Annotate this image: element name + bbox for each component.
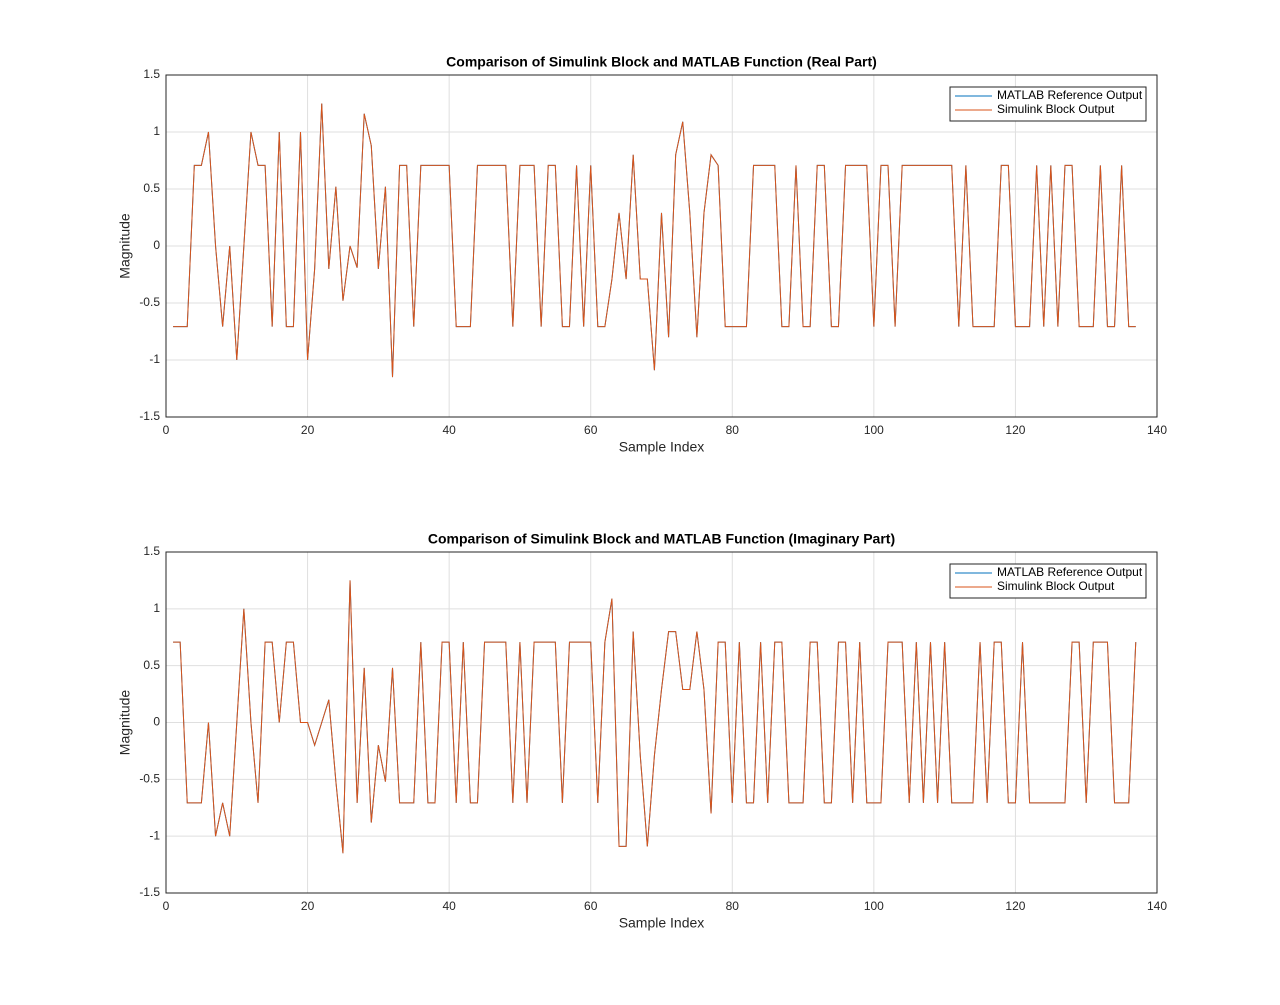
axes-box xyxy=(165,551,1158,894)
legend-box xyxy=(949,563,1147,599)
x-tick-label: 100 xyxy=(864,899,884,913)
data-line xyxy=(173,580,1137,854)
y-tick-label: -1 xyxy=(149,352,160,366)
x-tick-label: 20 xyxy=(301,423,315,437)
x-tick-label: 100 xyxy=(864,423,884,437)
data-line xyxy=(173,103,1136,378)
chart-title: Comparison of Simulink Block and MATLAB … xyxy=(446,54,877,70)
y-tick-label: 1.5 xyxy=(143,544,160,558)
x-tick-label: 80 xyxy=(726,899,740,913)
y-tick-label: 0.5 xyxy=(143,181,160,195)
y-tick-label: 1 xyxy=(153,601,160,615)
legend-label: MATLAB Reference Output xyxy=(997,565,1143,579)
chart-title: Comparison of Simulink Block and MATLAB … xyxy=(428,531,895,547)
x-tick-label: 40 xyxy=(442,423,456,437)
y-tick-label: 1 xyxy=(153,124,160,138)
x-tick-label: 120 xyxy=(1005,423,1025,437)
x-tick-label: 120 xyxy=(1005,899,1025,913)
legend-box xyxy=(949,86,1147,122)
x-tick-label: 60 xyxy=(584,899,598,913)
x-axis-label: Sample Index xyxy=(619,915,705,931)
y-tick-label: -0.5 xyxy=(139,772,160,786)
x-tick-label: 20 xyxy=(301,899,315,913)
x-tick-label: 0 xyxy=(163,899,170,913)
y-tick-label: 0.5 xyxy=(143,658,160,672)
x-tick-label: 60 xyxy=(584,423,598,437)
y-tick-label: -0.5 xyxy=(139,295,160,309)
x-axis-label: Sample Index xyxy=(619,439,705,455)
x-tick-label: 80 xyxy=(726,423,740,437)
y-tick-label: 1.5 xyxy=(143,67,160,81)
y-axis-label: Magnitude xyxy=(117,213,133,279)
x-tick-label: 40 xyxy=(442,899,456,913)
y-tick-label: 0 xyxy=(153,238,160,252)
y-tick-label: -1.5 xyxy=(139,409,160,423)
y-tick-label: -1.5 xyxy=(139,885,160,899)
legend-label: Simulink Block Output xyxy=(997,102,1115,116)
y-tick-label: 0 xyxy=(153,715,160,729)
legend-label: Simulink Block Output xyxy=(997,579,1115,593)
legend-label: MATLAB Reference Output xyxy=(997,88,1143,102)
x-tick-label: 0 xyxy=(163,423,170,437)
y-axis-label: Magnitude xyxy=(117,690,133,756)
y-tick-label: -1 xyxy=(149,828,160,842)
x-tick-label: 140 xyxy=(1147,423,1167,437)
x-tick-label: 140 xyxy=(1147,899,1167,913)
axes-box xyxy=(165,74,1158,418)
